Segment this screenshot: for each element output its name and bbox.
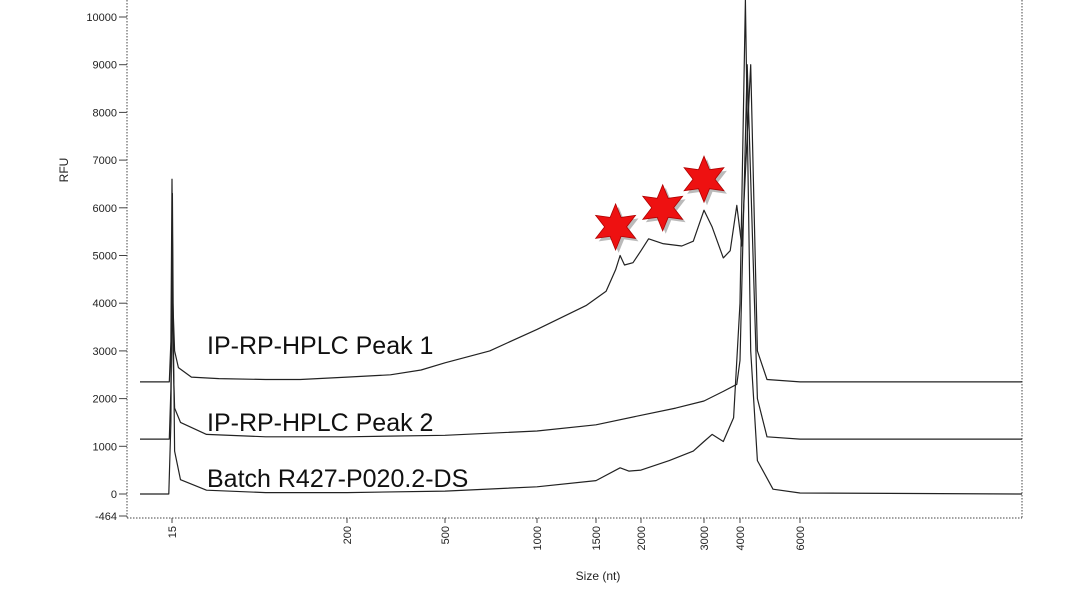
red-star-icon <box>641 183 686 234</box>
y-tick-label: 6000 <box>93 203 117 215</box>
y-tick-label: 8000 <box>93 107 117 119</box>
series-labels: IP-RP-HPLC Peak 1 IP-RP-HPLC Peak 2 Batch … <box>207 332 468 493</box>
series-line-1 <box>140 64 1022 383</box>
x-tick-label: 4000 <box>735 526 747 550</box>
x-axis-title: Size (nt) <box>576 569 621 583</box>
annotation-stars <box>594 155 727 253</box>
series-label-2: IP-RP-HPLC Peak 2 <box>207 409 433 437</box>
x-tick-label: 3000 <box>699 526 711 550</box>
red-star-icon <box>594 202 639 253</box>
series-layer <box>140 0 1023 495</box>
y-tick-label: 7000 <box>93 155 117 167</box>
x-tick-label: 15 <box>167 526 179 538</box>
y-tick-label: 3000 <box>93 346 117 358</box>
y-axis-title: RFU <box>57 158 71 183</box>
y-tick-label: 0 <box>111 489 117 501</box>
x-tick-label: 1500 <box>591 526 603 550</box>
x-tick-label: 1000 <box>532 526 544 550</box>
x-tick-label: 500 <box>440 526 452 544</box>
y-tick-label: 1000 <box>93 441 117 453</box>
x-axis-ticks: 15 200 500 1000 1500 2000 3000 4000 6000 <box>167 518 807 550</box>
y-tick-label: 4000 <box>93 298 117 310</box>
series-line-3 <box>140 0 1023 495</box>
series-label-1: IP-RP-HPLC Peak 1 <box>207 332 433 360</box>
y-tick-label: 5000 <box>93 251 117 263</box>
plot-frame <box>126 0 1023 519</box>
x-tick-label: 200 <box>342 526 354 544</box>
series-label-3: Batch R427-P020.2-DS <box>207 465 468 493</box>
red-star-icon <box>683 155 727 206</box>
y-tick-label: 9000 <box>93 60 117 72</box>
y-axis-ticks: -464 0 1000 2000 3000 4000 5000 6000 7000 8000 900… <box>86 12 127 523</box>
x-tick-label: 2000 <box>636 526 648 550</box>
y-tick-label: 10000 <box>86 12 117 24</box>
x-tick-label: 6000 <box>795 526 807 550</box>
y-tick-label: -464 <box>95 511 117 523</box>
series-line-2 <box>140 64 1022 440</box>
y-tick-label: 2000 <box>93 394 117 406</box>
